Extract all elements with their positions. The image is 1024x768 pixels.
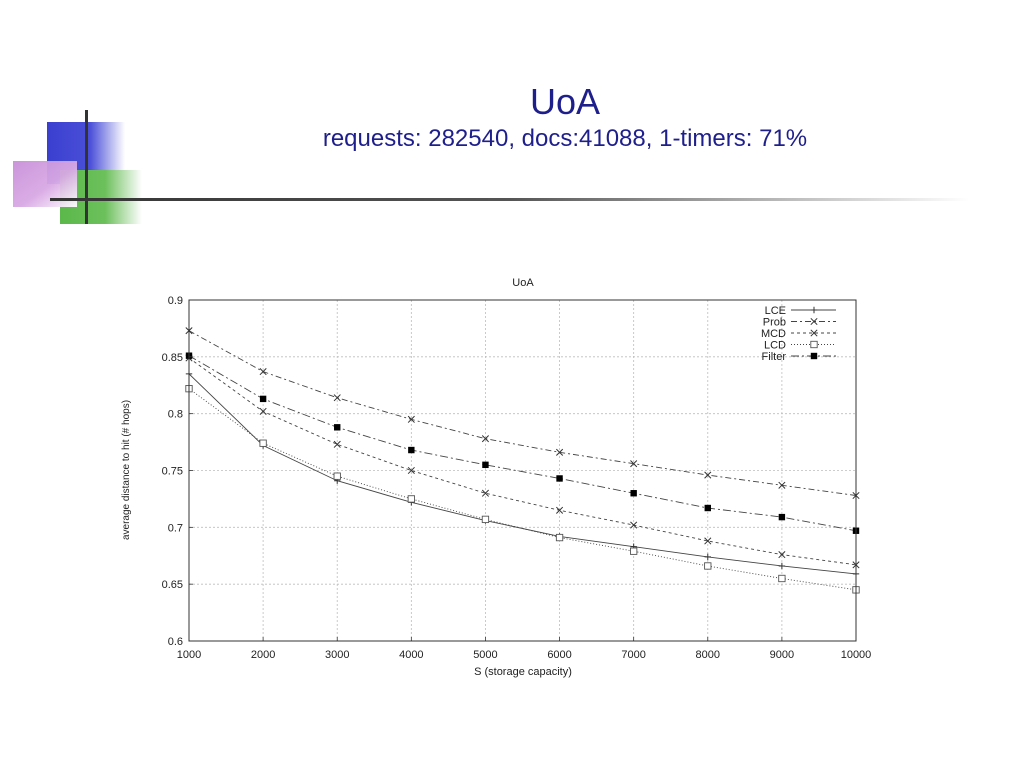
data-point-mcd <box>333 440 341 448</box>
grid <box>189 300 856 641</box>
x-tick-label: 4000 <box>399 649 423 661</box>
data-point-lcd <box>481 515 490 524</box>
slide-title: UoA <box>529 81 601 122</box>
data-point-prob <box>259 368 267 376</box>
chart-title: UoA <box>512 277 534 289</box>
x-tick-label: 2000 <box>251 649 275 661</box>
legend-item-mcd: MCD <box>761 328 836 340</box>
decor-horizontal-rule <box>50 198 970 201</box>
data-point-lce <box>704 553 711 561</box>
x-tick-label: 6000 <box>547 649 571 661</box>
data-point-mcd <box>556 506 564 514</box>
x-tick-label: 7000 <box>621 649 645 661</box>
series-lcd <box>185 385 860 594</box>
legend-marker-lcd <box>810 340 818 349</box>
slide-header: UoA requests: 282540, docs:41088, 1-time… <box>200 80 930 154</box>
x-tick-label: 3000 <box>325 649 349 661</box>
data-point-filter <box>259 395 267 403</box>
y-axis-label: average distance to hit (# hops) <box>121 400 132 540</box>
series-line-lce <box>188 373 857 575</box>
legend-marker-prob <box>810 317 818 326</box>
x-tick-label: 8000 <box>696 649 720 661</box>
x-tick-label: 1000 <box>177 649 201 661</box>
data-point-lce <box>778 562 786 570</box>
data-point-prob <box>407 415 415 423</box>
legend-item-filter: Filter <box>762 351 836 363</box>
x-tick-label: 10000 <box>841 649 872 661</box>
data-point-prob <box>630 460 638 468</box>
data-point-filter <box>704 504 711 512</box>
data-point-prob <box>704 471 712 479</box>
data-point-mcd <box>407 466 415 475</box>
data-point-lcd <box>333 472 341 480</box>
series-line-mcd <box>188 357 857 566</box>
data-point-prob <box>778 481 786 489</box>
legend-item-lcd: LCD <box>764 340 836 352</box>
data-point-lcd <box>778 574 786 583</box>
data-point-lcd <box>630 547 638 555</box>
series-mcd <box>185 354 860 569</box>
y-tick-label: 0.85 <box>162 352 183 364</box>
data-point-mcd <box>481 489 489 497</box>
series-lce <box>185 370 860 578</box>
data-point-mcd <box>778 551 786 559</box>
data-point-mcd <box>630 521 638 529</box>
series-filter <box>185 352 860 534</box>
data-point-lcd <box>704 562 712 570</box>
data-point-mcd <box>259 407 267 415</box>
series-line-prob <box>188 330 857 496</box>
plot-frame <box>188 299 857 642</box>
legend-item-lce: LCE <box>765 305 836 317</box>
slide-subtitle: requests: 282540, docs:41088, 1-timers: … <box>322 125 808 152</box>
legend-marker-mcd <box>810 329 818 337</box>
legend-label-lcd: LCD <box>764 340 786 352</box>
y-tick-label: 0.8 <box>168 409 183 421</box>
series-prob <box>185 327 860 500</box>
data-point-filter <box>556 475 563 482</box>
data-point-prob <box>556 448 564 456</box>
data-point-filter <box>482 461 489 469</box>
data-point-lcd <box>259 439 267 447</box>
data-point-filter <box>408 446 415 454</box>
series-line-lcd <box>188 388 857 591</box>
legend-item-prob: Prob <box>763 317 836 329</box>
data-point-lcd <box>555 533 564 542</box>
y-tick-label: 0.9 <box>168 295 183 307</box>
data-point-prob <box>333 394 341 402</box>
y-tick-label: 0.6 <box>168 636 183 648</box>
data-point-filter <box>334 424 341 431</box>
data-point-filter <box>778 513 786 521</box>
legend-label-prob: Prob <box>763 317 786 329</box>
series-layer <box>185 327 860 594</box>
legend-label-filter: Filter <box>762 351 787 363</box>
data-point-lcd <box>407 495 415 503</box>
x-tick-label: 5000 <box>473 649 497 661</box>
y-tick-label: 0.65 <box>162 579 183 591</box>
y-tick-label: 0.75 <box>162 466 183 478</box>
legend-marker-filter <box>810 352 818 360</box>
legend-label-mcd: MCD <box>761 328 786 340</box>
x-tick-label: 9000 <box>770 649 794 661</box>
decor-vertical-rule <box>85 110 88 224</box>
x-axis-label: S (storage capacity) <box>474 666 572 678</box>
series-line-filter <box>188 355 857 532</box>
y-tick-label: 0.7 <box>168 522 183 534</box>
data-point-filter <box>630 490 637 497</box>
line-chart: UoA S (storage capacity) average distanc… <box>121 277 872 678</box>
axes: 1000 2000 3000 4000 5000 6000 7000 8000 9000 1000… <box>162 295 872 661</box>
data-point-mcd <box>704 537 712 545</box>
legend-label-lce: LCE <box>765 305 786 317</box>
data-point-prob <box>481 435 489 443</box>
legend-marker-lce <box>810 306 818 314</box>
